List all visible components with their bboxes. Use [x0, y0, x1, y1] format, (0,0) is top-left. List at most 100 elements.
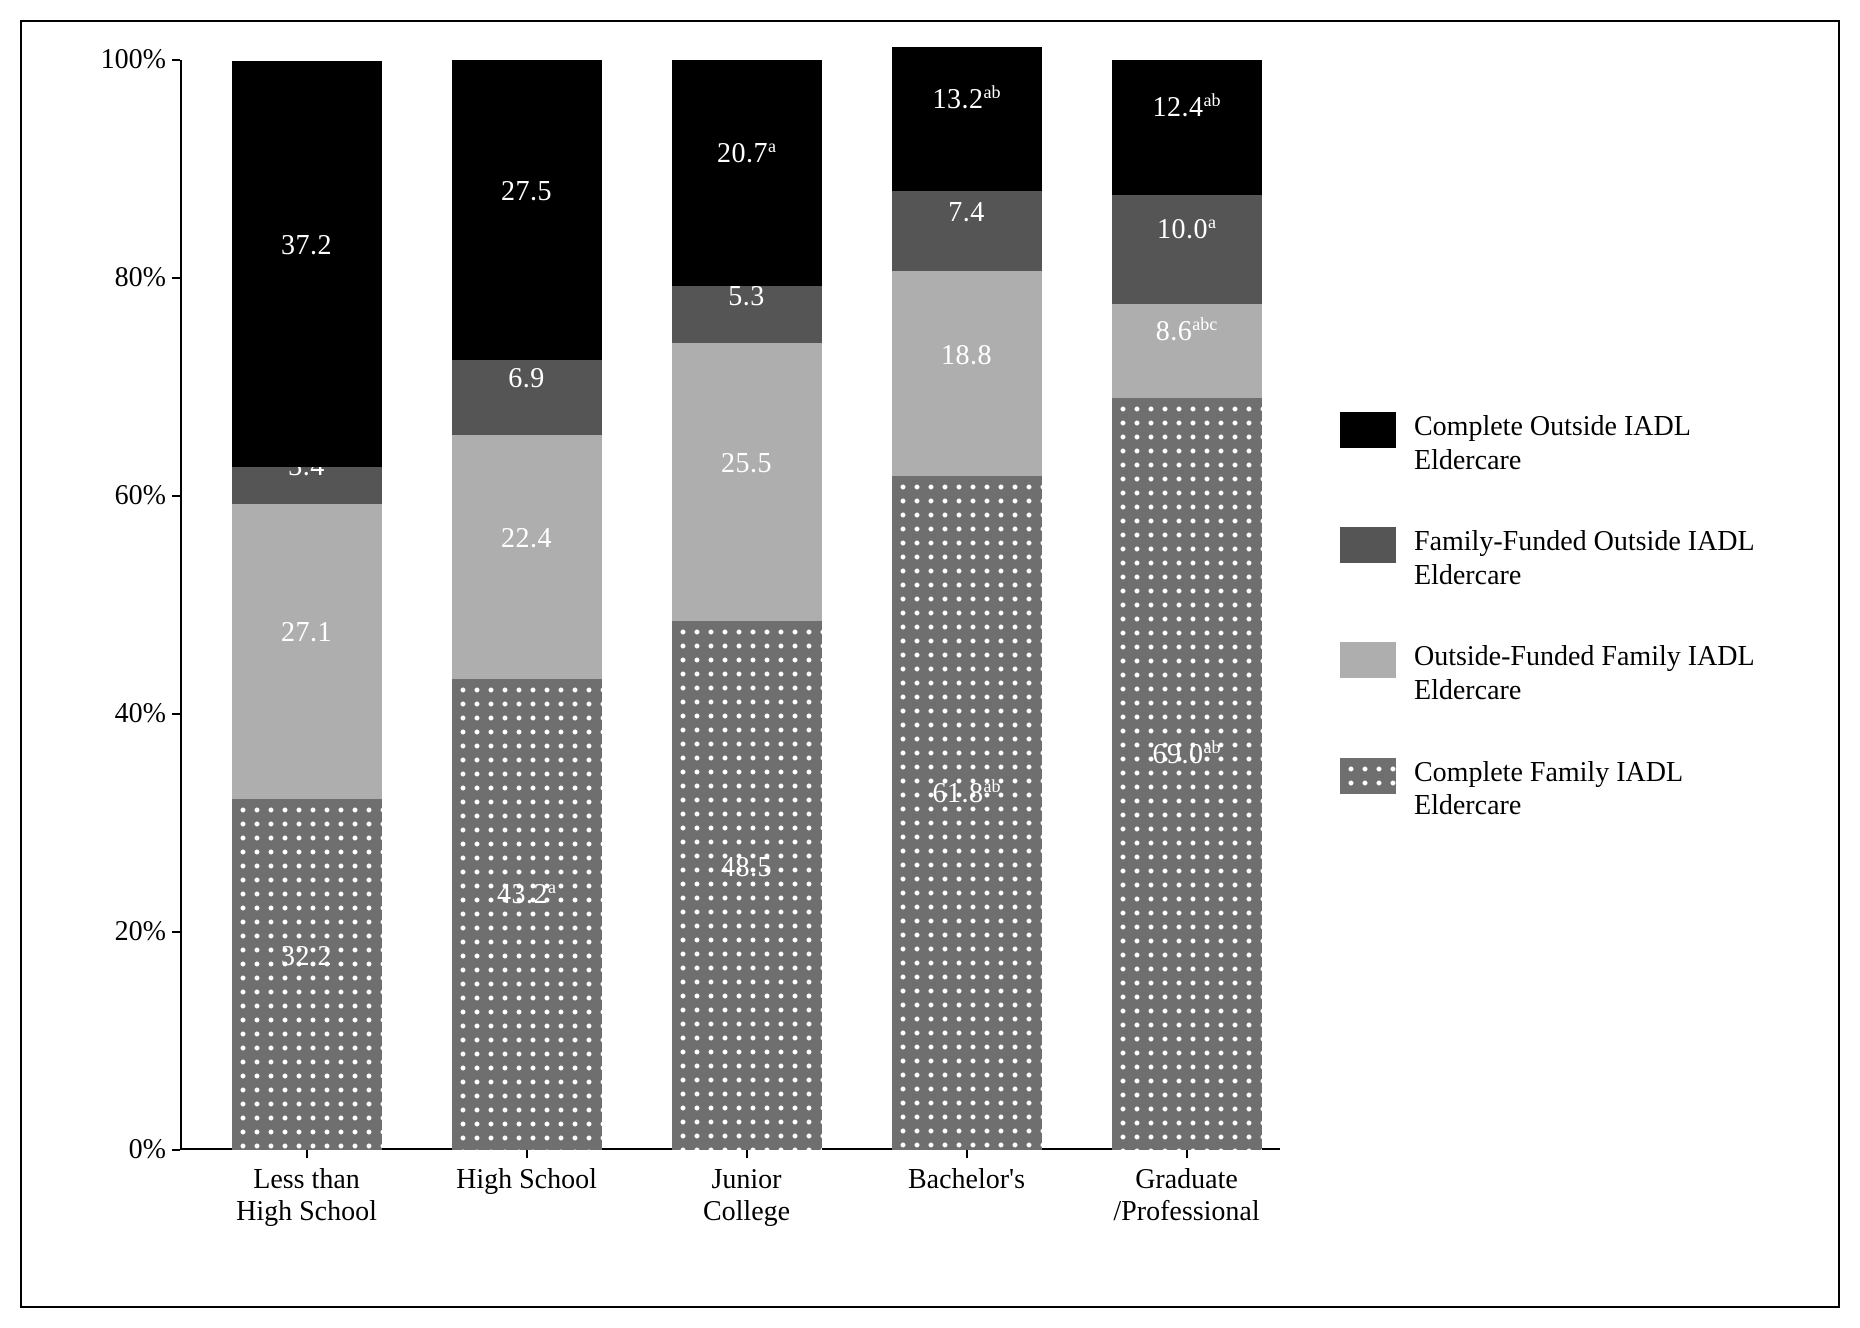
bar-segment-complete_family	[1112, 398, 1262, 1150]
x-tick-label: Bachelor's	[908, 1164, 1025, 1196]
legend-item-family_funded: Family-Funded Outside IADL Eldercare	[1340, 525, 1780, 592]
bar-value-superscript: a	[1208, 212, 1216, 232]
bar-segment-complete_outside	[232, 61, 382, 466]
bar-value-text: 6.9	[508, 363, 545, 394]
bar-segment-complete_family	[892, 476, 1042, 1150]
bar-value-superscript: a	[548, 877, 556, 897]
bar-value-text: 27.5	[501, 176, 552, 207]
bar-group-grad: 69.0ab8.6abc10.0a12.4ab	[1112, 60, 1262, 1150]
bar-segment-complete_outside	[672, 60, 822, 286]
bar-value-label: 37.2	[281, 230, 332, 262]
bar-value-label: 22.4	[501, 523, 552, 555]
plot-area: 0%20%40%60%80%100%32.227.13.437.2Less th…	[180, 60, 1280, 1150]
bar-segment-outside_funded	[452, 435, 602, 679]
bar-group-bach: 61.8ab18.87.413.2ab	[892, 60, 1042, 1150]
bar-segment-outside_funded	[672, 343, 822, 621]
bar-value-superscript: ab	[1204, 90, 1221, 110]
x-tick	[966, 1150, 968, 1158]
bar-value-label: 32.2	[281, 941, 332, 973]
bar-value-superscript: a	[768, 135, 776, 155]
y-tick-label: 100%	[101, 44, 166, 76]
bar-value-text: 22.4	[501, 523, 552, 554]
legend-item-complete_outside: Complete Outside IADL Eldercare	[1340, 410, 1780, 477]
y-tick	[172, 277, 180, 279]
bar-value-label: 27.5	[501, 176, 552, 208]
bar-segment-outside_funded	[892, 271, 1042, 476]
bar-value-label: 18.8	[941, 340, 992, 372]
bar-value-text: 69.0	[1153, 739, 1204, 770]
x-tick-label: Junior College	[703, 1164, 790, 1228]
bar-value-label: 8.6abc	[1156, 314, 1217, 348]
legend-swatch-icon	[1340, 527, 1396, 563]
legend-swatch-icon	[1340, 412, 1396, 448]
legend-label: Complete Outside IADL Eldercare	[1414, 410, 1780, 477]
bar-segment-complete_outside	[452, 60, 602, 360]
bar-segment-complete_outside	[892, 47, 1042, 191]
legend-label: Complete Family IADL Eldercare	[1414, 756, 1780, 823]
bar-segment-complete_family	[672, 621, 822, 1150]
y-tick-label: 80%	[115, 262, 166, 294]
bar-value-label: 61.8ab	[933, 776, 1001, 810]
bar-value-text: 18.8	[941, 340, 992, 371]
bar-value-text: 27.1	[281, 617, 332, 648]
bar-value-text: 20.7	[717, 138, 768, 169]
bar-value-label: 43.2a	[497, 877, 556, 911]
y-axis-line	[180, 60, 182, 1150]
bar-value-label: 10.0a	[1157, 212, 1216, 246]
x-tick-label: High School	[456, 1164, 597, 1196]
bar-value-superscript: ab	[984, 81, 1001, 101]
legend-item-complete_family: Complete Family IADL Eldercare	[1340, 756, 1780, 823]
bar-value-label: 48.5	[721, 852, 772, 884]
bar-value-label: 69.0ab	[1153, 736, 1221, 770]
legend-swatch-icon	[1340, 758, 1396, 794]
x-tick-label: Less than High School	[236, 1164, 377, 1228]
bar-value-text: 8.6	[1156, 316, 1193, 347]
bar-value-text: 25.5	[721, 448, 772, 479]
bar-segment-complete_family	[452, 679, 602, 1150]
x-tick	[1186, 1150, 1188, 1158]
bar-value-label: 13.2ab	[933, 81, 1001, 115]
bar-value-text: 10.0	[1157, 215, 1208, 246]
y-tick-label: 0%	[129, 1134, 166, 1166]
legend-item-outside_funded: Outside-Funded Family IADL Eldercare	[1340, 640, 1780, 707]
bar-value-text: 43.2	[497, 879, 548, 910]
bar-value-superscript: abc	[1192, 314, 1217, 334]
x-tick-label: Graduate /Professional	[1113, 1164, 1259, 1228]
x-tick	[526, 1150, 528, 1158]
bar-value-label: 27.1	[281, 617, 332, 649]
x-tick	[306, 1150, 308, 1158]
bar-group-hs: 43.2a 22.4 6.9 27.5	[452, 60, 602, 1150]
bar-value-text: 37.2	[281, 230, 332, 261]
legend-label: Family-Funded Outside IADL Eldercare	[1414, 525, 1780, 592]
bar-value-label: 7.4	[948, 197, 985, 229]
bar-value-text: 61.8	[933, 778, 984, 809]
bar-value-text: 12.4	[1153, 92, 1204, 123]
y-tick	[172, 495, 180, 497]
bar-value-text: 48.5	[721, 852, 772, 883]
bar-value-superscript: ab	[1204, 736, 1221, 756]
legend: Complete Outside IADL Eldercare Family-Fu…	[1340, 410, 1780, 871]
bar-value-label: 20.7a	[717, 135, 776, 169]
y-tick-label: 40%	[115, 698, 166, 730]
y-tick	[172, 713, 180, 715]
bar-value-text: 32.2	[281, 941, 332, 972]
y-tick	[172, 931, 180, 933]
stacked-bar-chart: 0%20%40%60%80%100%32.227.13.437.2Less th…	[60, 50, 1800, 1278]
bar-value-text: 13.2	[933, 84, 984, 115]
y-tick-label: 60%	[115, 480, 166, 512]
bar-segment-outside_funded	[232, 504, 382, 799]
legend-swatch-icon	[1340, 642, 1396, 678]
bar-segment-complete_outside	[1112, 60, 1262, 195]
bar-value-text: 7.4	[948, 197, 985, 228]
y-tick-label: 20%	[115, 916, 166, 948]
bar-group-lt_hs: 32.227.13.437.2	[232, 60, 382, 1150]
x-tick	[746, 1150, 748, 1158]
bar-value-superscript: ab	[984, 776, 1001, 796]
y-tick	[172, 1149, 180, 1151]
bar-segment-complete_family	[232, 799, 382, 1150]
bar-value-label: 25.5	[721, 448, 772, 480]
bar-value-label: 12.4ab	[1153, 90, 1221, 124]
legend-label: Outside-Funded Family IADL Eldercare	[1414, 640, 1780, 707]
y-tick	[172, 59, 180, 61]
bar-group-jc: 48.525.55.320.7a	[672, 60, 822, 1150]
